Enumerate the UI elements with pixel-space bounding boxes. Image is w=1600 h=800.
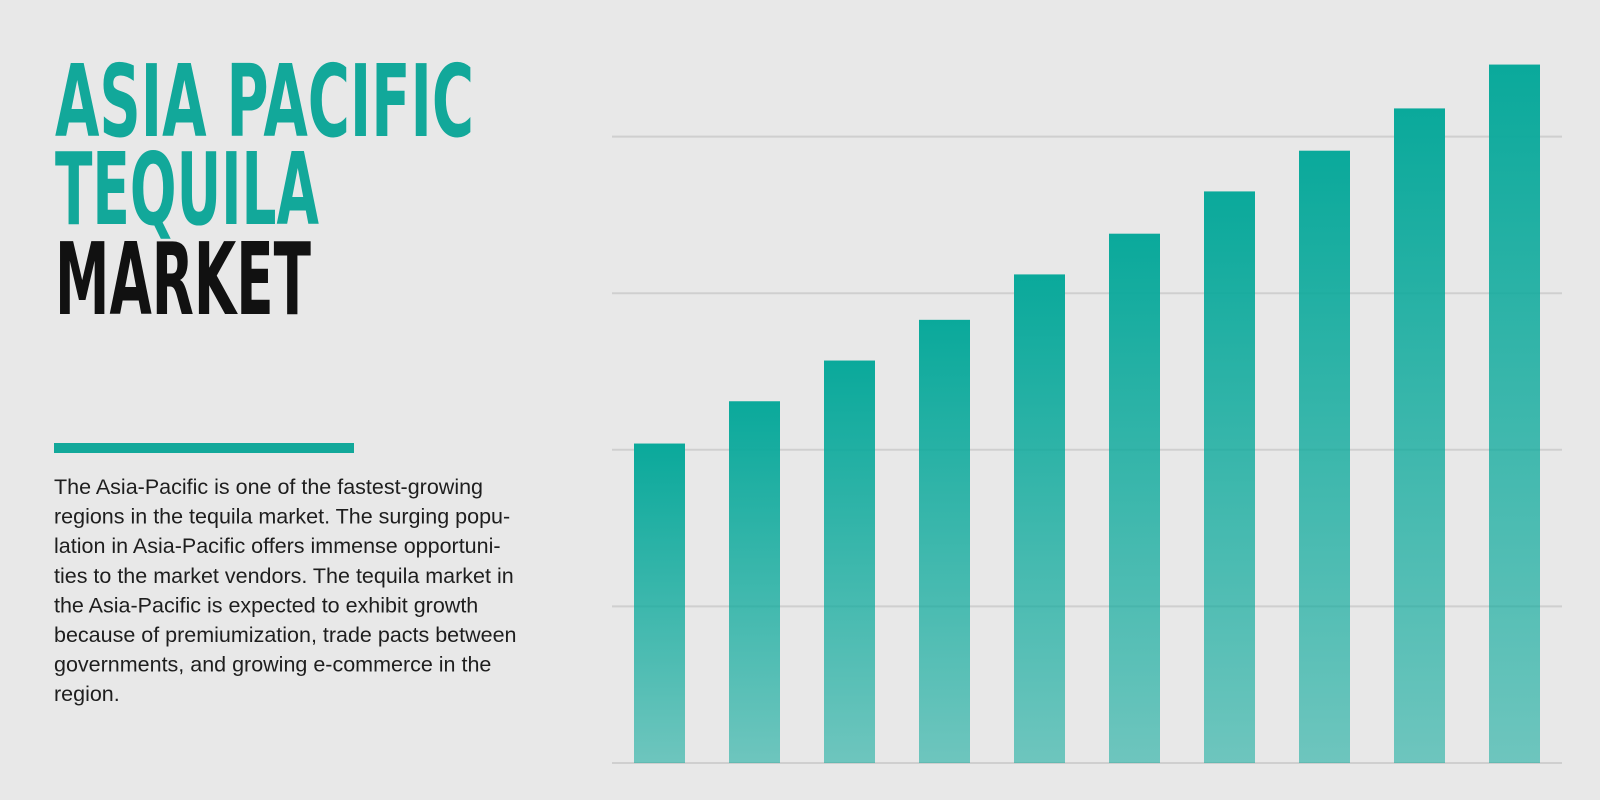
bar	[729, 401, 780, 763]
bar	[634, 443, 685, 763]
bar	[1204, 191, 1255, 764]
bar	[824, 360, 875, 763]
title-line: MARKET	[55, 221, 311, 338]
body-line: the Asia-Pacific is expected to exhibit …	[54, 593, 478, 617]
bar	[1489, 64, 1540, 764]
body-line: because of premiumization, trade pacts b…	[54, 623, 517, 647]
body-line: lation in Asia-Pacific offers immense op…	[54, 534, 501, 558]
body-line: The Asia-Pacific is one of the fastest-g…	[54, 475, 483, 499]
body-line: region.	[54, 682, 120, 706]
bar	[1394, 108, 1445, 763]
bar	[1109, 233, 1160, 764]
body-line: ties to the market vendors. The tequila …	[54, 564, 514, 588]
body-line: governments, and growing e-commerce in t…	[54, 653, 491, 677]
body-text: The Asia-Pacific is one of the fastest-g…	[54, 475, 517, 706]
body-line: regions in the tequila market. The surgi…	[54, 505, 510, 529]
bar	[919, 319, 970, 763]
title-line: ASIA PACIFIC	[55, 43, 474, 160]
accent-rule	[54, 443, 354, 453]
title-line: TEQUILA	[55, 131, 319, 248]
bar	[1299, 150, 1350, 764]
bar	[1014, 274, 1065, 763]
